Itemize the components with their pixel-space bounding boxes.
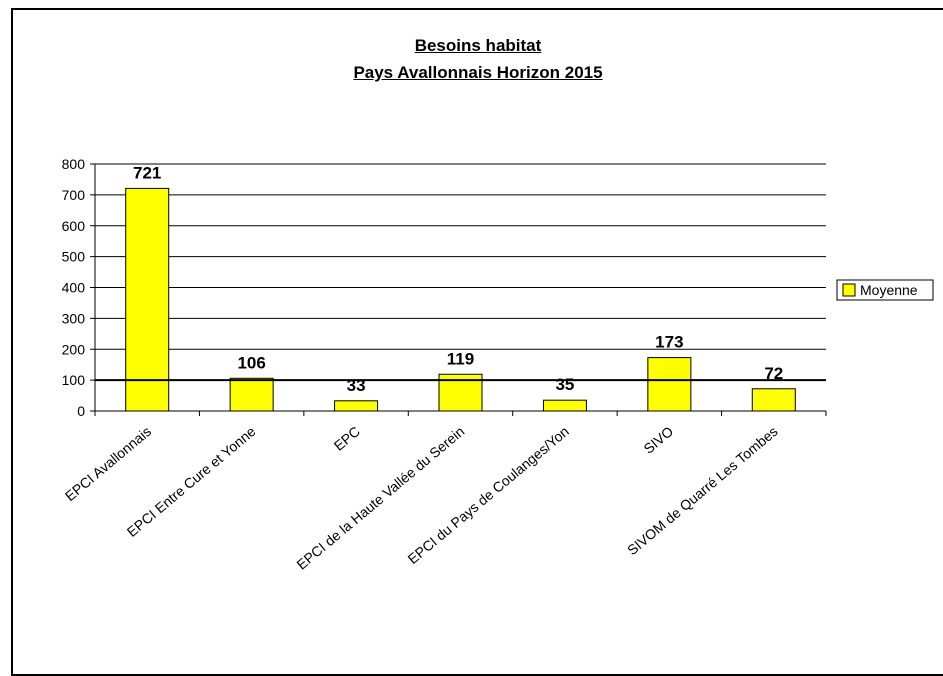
y-tick-label: 200 xyxy=(62,341,86,357)
data-label: 721 xyxy=(133,163,161,182)
y-tick-label: 0 xyxy=(77,403,85,419)
legend-box xyxy=(836,279,934,301)
bar xyxy=(647,357,692,412)
y-tick-label: 400 xyxy=(62,280,86,296)
bar xyxy=(542,399,587,412)
data-label: 72 xyxy=(764,364,783,383)
chart-title-line-2: Pays Avallonnais Horizon 2015 xyxy=(353,63,603,82)
y-tick-label: 100 xyxy=(62,372,86,388)
bar xyxy=(125,187,170,412)
y-tick-label: 700 xyxy=(62,187,86,203)
data-label: 106 xyxy=(237,353,265,372)
y-tick-label: 600 xyxy=(62,218,86,234)
legend-swatch xyxy=(842,283,856,297)
data-label: 35 xyxy=(555,375,574,394)
category-label: EPCI du Pays de Coulanges/Yon xyxy=(405,423,572,567)
bar xyxy=(229,377,274,412)
data-label: 33 xyxy=(347,376,366,395)
chart-title-line-1: Besoins habitat xyxy=(414,36,542,55)
category-label: EPCI de la Haute Vallée du Serein xyxy=(293,423,467,573)
bar xyxy=(334,400,379,412)
data-label: 119 xyxy=(447,349,474,368)
category-label: SIVO xyxy=(640,423,676,457)
chart-title: Besoins habitat Pays Avallonnais Horizon… xyxy=(13,32,943,86)
y-tick-label: 500 xyxy=(62,249,86,265)
bar xyxy=(751,388,796,412)
data-label: 173 xyxy=(655,333,683,352)
category-label: EPC xyxy=(331,423,363,454)
legend-label: Moyenne xyxy=(860,282,918,298)
y-tick-label: 300 xyxy=(62,310,86,326)
category-label: EPCI Avallonnais xyxy=(62,423,154,504)
y-tick-label: 800 xyxy=(62,156,86,172)
